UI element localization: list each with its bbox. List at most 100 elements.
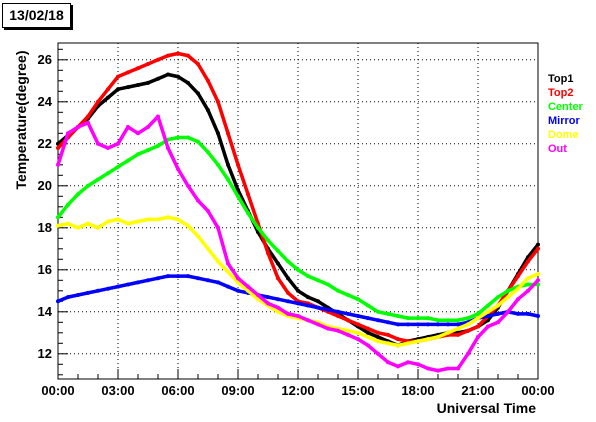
data-point (336, 309, 340, 314)
data-point (56, 215, 60, 220)
data-point (386, 332, 390, 337)
data-point (106, 95, 110, 100)
data-point (526, 288, 530, 293)
data-point (506, 295, 510, 300)
x-tick-label: 09:00 (221, 383, 254, 398)
tick-labels: 00:00 03:00 06:00 09:00 12:00 15:00 18:00 21:00… (38, 52, 555, 398)
data-point (346, 318, 350, 323)
data-point (116, 74, 120, 79)
data-point (226, 162, 230, 167)
data-point (136, 152, 140, 157)
data-point (176, 167, 180, 171)
data-point (526, 259, 530, 264)
data-point (196, 62, 200, 66)
x-tick-label: 06:00 (161, 383, 194, 398)
data-point (116, 284, 120, 289)
data-point (446, 366, 450, 371)
y-tick-label: 24 (38, 94, 53, 109)
data-point (76, 125, 80, 129)
data-point (286, 299, 290, 304)
data-point (286, 290, 290, 295)
data-point (536, 242, 540, 247)
data-point (196, 198, 200, 203)
data-point (536, 314, 540, 318)
legend-entry: Mirror (548, 115, 581, 127)
data-point (286, 276, 290, 281)
data-point (216, 259, 220, 264)
x-tick-label: 03:00 (101, 383, 134, 398)
data-point (396, 314, 400, 318)
data-point (236, 276, 240, 281)
data-point (226, 269, 230, 274)
data-point (296, 301, 300, 306)
data-point (246, 211, 250, 216)
data-point (426, 322, 430, 327)
data-point (446, 322, 450, 327)
data-point (296, 288, 300, 293)
data-point (126, 158, 130, 163)
y-tick-label: 14 (38, 304, 53, 319)
data-point (326, 282, 330, 287)
data-point (276, 248, 280, 253)
data-point (406, 322, 410, 327)
data-point (316, 305, 320, 310)
data-point (216, 131, 220, 136)
data-point (156, 76, 160, 81)
data-point (86, 221, 90, 226)
data-point (486, 309, 490, 314)
data-point (86, 114, 90, 119)
data-point (356, 314, 360, 318)
data-point (236, 194, 240, 199)
data-point (256, 297, 260, 302)
data-point (166, 274, 170, 279)
data-point (216, 162, 220, 167)
legend: Top1 Top2 Center Mirror Dome Out (548, 73, 584, 155)
data-point (386, 320, 390, 325)
data-point (166, 53, 170, 58)
data-point (256, 293, 260, 297)
data-point (316, 278, 320, 283)
data-point (106, 219, 110, 224)
y-tick-label: 12 (38, 346, 52, 361)
data-point (226, 177, 230, 182)
data-point (96, 288, 100, 293)
date-label: 13/02/18 (2, 3, 71, 28)
data-point (396, 364, 400, 369)
data-point (416, 339, 420, 344)
data-point (116, 217, 120, 222)
data-point (236, 280, 240, 285)
data-point (446, 330, 450, 335)
data-point (426, 366, 430, 371)
data-point (76, 293, 80, 297)
data-point (136, 83, 140, 87)
data-point (276, 309, 280, 314)
data-point (196, 276, 200, 281)
data-point (186, 223, 190, 228)
data-point (146, 217, 150, 222)
data-point (386, 341, 390, 346)
data-point (326, 307, 330, 312)
series-out (56, 114, 540, 373)
data-point (496, 295, 500, 300)
data-point (476, 311, 480, 316)
data-point (156, 276, 160, 281)
data-point (486, 324, 490, 329)
data-point (226, 261, 230, 266)
x-tick-label: 15:00 (341, 383, 374, 398)
data-point (496, 303, 500, 308)
data-point (136, 280, 140, 285)
data-point (166, 215, 170, 220)
data-point (256, 225, 260, 230)
data-point (206, 78, 210, 83)
data-point (186, 274, 190, 279)
data-point (276, 276, 280, 281)
data-point (156, 143, 160, 148)
data-point (386, 360, 390, 365)
data-point (136, 219, 140, 224)
data-point (536, 246, 540, 251)
data-point (246, 288, 250, 293)
data-point (126, 221, 130, 226)
data-point (476, 316, 480, 321)
data-point (146, 62, 150, 66)
